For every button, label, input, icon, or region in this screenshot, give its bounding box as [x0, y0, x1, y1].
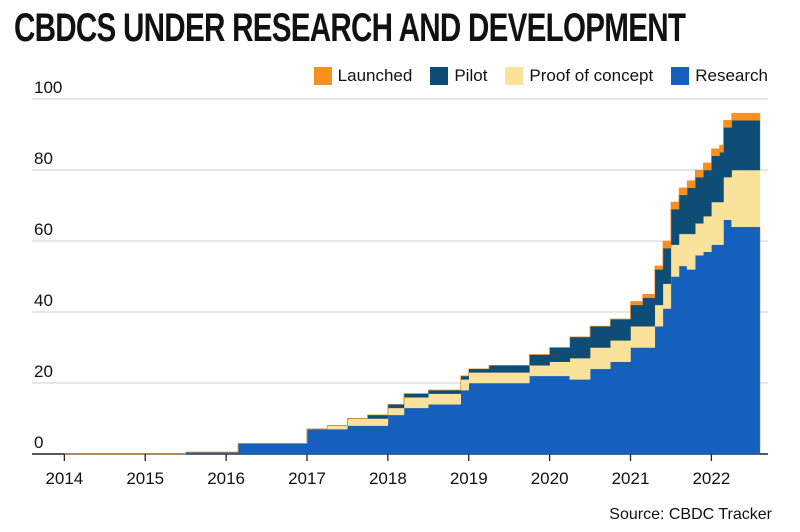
- y-tick-label: 100: [34, 78, 62, 97]
- y-tick-label: 40: [34, 291, 53, 310]
- x-tick-label: 2020: [531, 469, 569, 488]
- x-tick-label: 2014: [45, 469, 83, 488]
- legend-swatch: [430, 67, 449, 85]
- chart-title: CBDCS UNDER RESEARCH AND DEVELOPMENT: [14, 6, 686, 50]
- y-tick-label: 0: [34, 433, 43, 452]
- legend-label: Proof of concept: [529, 66, 654, 85]
- x-tick-label: 2017: [288, 469, 326, 488]
- area-series: [64, 112, 761, 455]
- y-tick-label: 60: [34, 220, 53, 239]
- x-tick-label: 2016: [207, 469, 245, 488]
- x-tick-label: 2015: [126, 469, 164, 488]
- legend-label: Pilot: [454, 66, 488, 85]
- legend-label: Launched: [337, 66, 413, 85]
- legend: Launched Pilot Proof of concept Research: [313, 66, 768, 86]
- x-axis-ticks: 2014 2015 2016 2017 2018 2019 2020 2021 2022: [45, 454, 730, 488]
- legend-swatch: [313, 67, 332, 85]
- legend-item-proof-of-concept: Proof of concept: [505, 66, 653, 86]
- legend-item-research: Research: [671, 66, 768, 86]
- legend-swatch: [505, 67, 524, 85]
- y-tick-label: 80: [34, 149, 53, 168]
- y-axis-ticks: 0 20 40 60 80 100: [34, 78, 62, 452]
- legend-item-launched: Launched: [313, 66, 413, 86]
- legend-item-pilot: Pilot: [430, 66, 487, 86]
- x-tick-label: 2019: [450, 469, 488, 488]
- legend-swatch: [671, 67, 690, 85]
- x-tick-label: 2022: [692, 469, 730, 488]
- x-tick-label: 2018: [369, 469, 407, 488]
- legend-label: Research: [695, 66, 768, 85]
- source-note: Source: CBDC Tracker: [609, 506, 772, 523]
- y-tick-label: 20: [34, 362, 53, 381]
- area-research: [64, 219, 761, 455]
- x-tick-label: 2021: [612, 469, 650, 488]
- area-launched: [64, 112, 761, 455]
